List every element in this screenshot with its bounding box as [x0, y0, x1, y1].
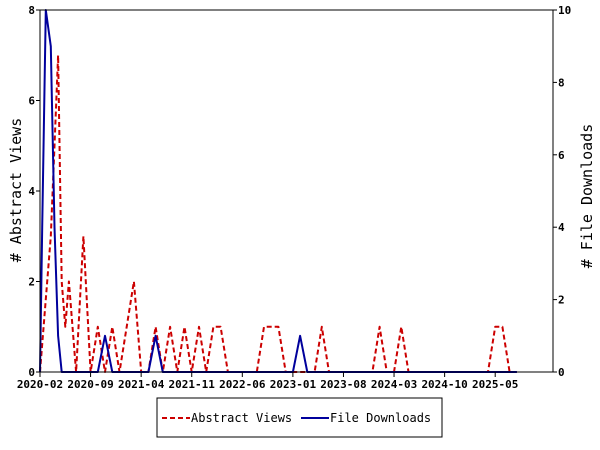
y-left-tick-label: 6 — [28, 95, 35, 108]
x-tick-label: 2023-08 — [320, 378, 366, 391]
y-right-tick-label: 6 — [558, 149, 565, 162]
x-tick-label: 2022-06 — [219, 378, 266, 391]
legend-box — [156, 397, 443, 438]
y-left-tick-label: 4 — [28, 185, 35, 198]
legend-label-file-downloads: File Downloads — [330, 411, 431, 425]
x-tick-label: 2020-09 — [67, 378, 113, 391]
y-axis-title-right: # File Downloads — [578, 124, 596, 269]
x-tick-label: 2025-05 — [472, 378, 518, 391]
x-tick-label: 2020-02 — [17, 378, 63, 391]
abstract-views-line — [39, 54, 517, 373]
y-right-tick-label: 8 — [558, 76, 565, 89]
y-right-tick-label: 10 — [558, 4, 571, 17]
y-right-tick-label: 4 — [558, 221, 565, 234]
y-left-tick-label: 0 — [28, 366, 35, 379]
y-left-tick-label: 2 — [28, 276, 35, 289]
legend: Abstract Views File Downloads — [156, 397, 443, 438]
x-tick-label: 2023-01 — [270, 378, 317, 391]
plot-frame — [39, 9, 554, 373]
y-right-tick-label: 2 — [558, 294, 565, 307]
y-left-tick-label: 8 — [28, 4, 35, 17]
y-right-tick-label: 0 — [558, 366, 565, 379]
x-tick-label: 2021-04 — [118, 378, 165, 391]
x-tick-label: 2021-11 — [169, 378, 216, 391]
y-axis-title-left: # Abstract Views — [7, 118, 25, 263]
plot-area — [39, 9, 517, 373]
legend-label-abstract-views: Abstract Views — [191, 411, 292, 425]
axes: 0 2 4 6 8 0 2 4 6 8 10 2020-02 2020-09 2021-04 2021-11… — [17, 4, 571, 391]
file-downloads-line — [39, 9, 517, 373]
x-tick-label: 2024-10 — [421, 378, 467, 391]
x-tick-label: 2024-03 — [371, 378, 417, 391]
